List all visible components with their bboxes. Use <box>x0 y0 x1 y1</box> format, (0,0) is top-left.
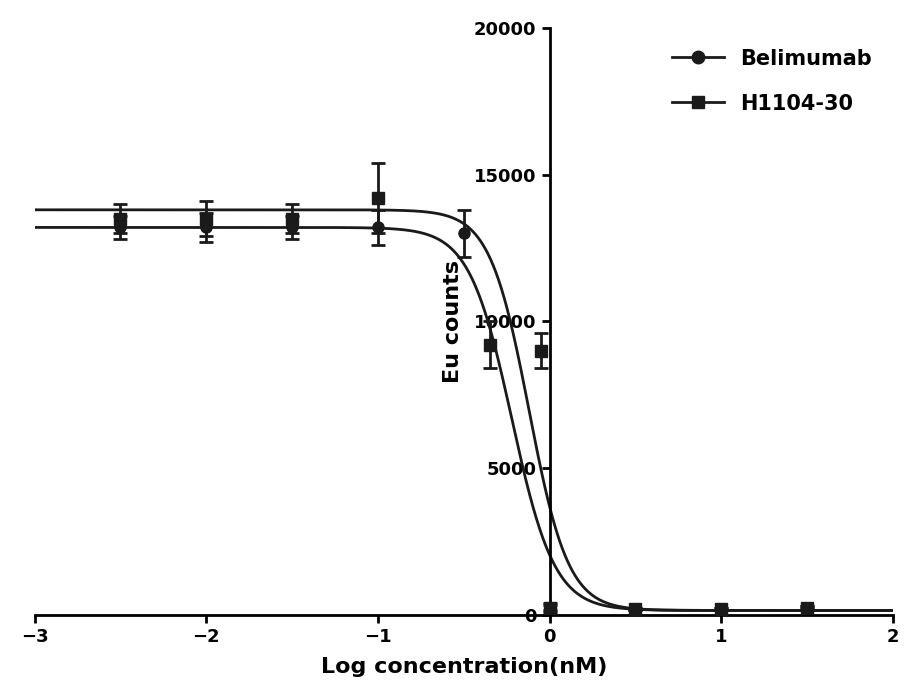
X-axis label: Log concentration(nM): Log concentration(nM) <box>320 657 607 677</box>
Legend: Belimumab, H1104-30: Belimumab, H1104-30 <box>661 38 881 124</box>
Y-axis label: Eu counts: Eu counts <box>442 260 462 383</box>
